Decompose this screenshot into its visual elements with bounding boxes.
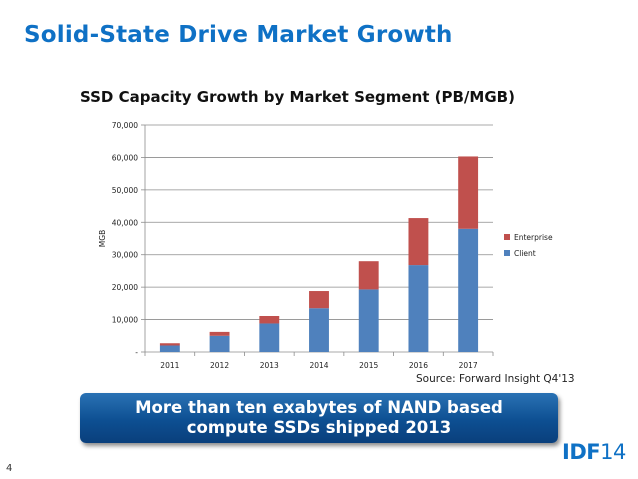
legend-swatch-client (504, 250, 510, 256)
source-note: Source: Forward Insight Q4'13 (416, 373, 575, 385)
idf-logo: IDF14 (562, 440, 626, 464)
legend-label-client: Client (514, 249, 536, 258)
logo-text-year: 14 (600, 440, 626, 464)
bar-client-2013 (259, 323, 280, 352)
x-tick-label: 2014 (309, 361, 328, 370)
y-tick-label: 50,000 (112, 186, 138, 195)
callout-box: More than ten exabytes of NAND based com… (80, 393, 558, 443)
callout-line-2: compute SSDs shipped 2013 (186, 418, 452, 437)
x-tick-label: 2016 (409, 361, 428, 370)
bar-enterprise-2016 (408, 218, 429, 266)
y-tick-label: 40,000 (112, 218, 138, 227)
y-tick-label: 10,000 (112, 316, 138, 325)
bar-enterprise-2014 (309, 291, 329, 309)
logo-text-idf: IDF (562, 440, 601, 464)
legend-swatch-enterprise (504, 234, 510, 240)
bar-enterprise-2017 (458, 156, 479, 229)
y-tick-label: 70,000 (112, 121, 138, 130)
callout-line-1: More than ten exabytes of NAND based (135, 398, 503, 417)
bar-enterprise-2013 (259, 316, 280, 324)
bar-enterprise-2015 (358, 261, 379, 290)
bar-enterprise-2011 (159, 343, 180, 346)
slide-title: Solid-State Drive Market Growth (24, 22, 453, 48)
y-tick-label: - (135, 348, 138, 357)
x-tick-label: 2012 (210, 361, 229, 370)
bar-client-2011 (159, 345, 180, 352)
legend-label-enterprise: Enterprise (514, 233, 553, 242)
y-tick-label: 30,000 (112, 251, 138, 260)
x-tick-label: 2013 (260, 361, 279, 370)
bar-client-2012 (209, 335, 230, 352)
bar-client-2014 (309, 308, 329, 352)
y-tick-label: 60,000 (112, 153, 138, 162)
bar-client-2016 (408, 265, 429, 352)
bar-client-2017 (458, 228, 479, 352)
chart-title: SSD Capacity Growth by Market Segment (P… (80, 88, 515, 106)
bar-client-2015 (358, 289, 379, 352)
y-tick-label: 20,000 (112, 283, 138, 292)
bar-enterprise-2012 (209, 331, 230, 336)
x-tick-label: 2017 (459, 361, 478, 370)
page-number: 4 (6, 463, 13, 474)
x-tick-label: 2011 (160, 361, 179, 370)
x-tick-label: 2015 (359, 361, 378, 370)
y-axis-label: MGB (98, 230, 107, 247)
